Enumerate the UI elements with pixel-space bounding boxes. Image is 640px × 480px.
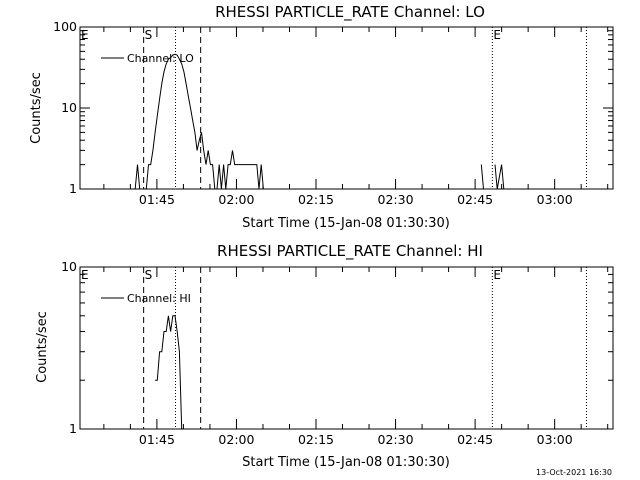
- y-tick-label: 10: [61, 100, 77, 115]
- x-axis-label: Start Time (15-Jan-08 01:30:30): [242, 455, 450, 470]
- x-tick-label: 02:15: [298, 432, 334, 447]
- plot-frame: [79, 266, 614, 430]
- chart-title: RHESSI PARTICLE_RATE Channel: LO: [215, 3, 485, 22]
- series-line: [155, 315, 183, 430]
- event-marker: S: [145, 28, 153, 42]
- chart-title: RHESSI PARTICLE_RATE Channel: HI: [217, 242, 483, 261]
- legend: Channel: LO: [101, 52, 194, 65]
- y-axis-label: Counts/sec: [29, 72, 44, 144]
- x-tick-label: 02:00: [218, 432, 254, 447]
- event-marker: E: [493, 28, 501, 42]
- x-tick-label: 02:45: [457, 192, 493, 207]
- y-tick-label: 10: [61, 259, 77, 274]
- x-tick-label: 03:00: [537, 432, 573, 447]
- plot-area: 1 10 01:45 02:00 02:15 02:30 02:45 03:00 E S E: [61, 259, 613, 447]
- x-tick-label: 01:45: [139, 432, 175, 447]
- y-tick-label: 100: [53, 19, 77, 34]
- panel-lo: RHESSI PARTICLE_RATE Channel: LO Counts/…: [29, 3, 614, 231]
- y-tick-label: 1: [69, 181, 77, 196]
- legend: Channel: HI: [101, 292, 191, 305]
- event-marker: E: [81, 268, 89, 282]
- series-line: [134, 53, 505, 190]
- panel-hi: RHESSI PARTICLE_RATE Channel: HI Counts/…: [35, 242, 614, 470]
- event-marker: E: [81, 28, 89, 42]
- y-axis-label: Counts/sec: [35, 311, 50, 383]
- x-tick-label: 02:45: [457, 432, 493, 447]
- x-tick-label: 02:30: [378, 432, 414, 447]
- plot-area: 1 10 100 01:45 02:00 02:15 02:30 02:45 03:00 E S E: [53, 19, 613, 207]
- x-tick-label: 01:45: [139, 192, 175, 207]
- x-tick-label: 02:00: [218, 192, 254, 207]
- x-tick-label: 02:15: [298, 192, 334, 207]
- y-tick-label: 1: [69, 421, 77, 436]
- timestamp: 13-Oct-2021 16:30: [536, 468, 612, 477]
- event-marker: S: [145, 268, 153, 282]
- x-tick-label: 03:00: [537, 192, 573, 207]
- x-axis-label: Start Time (15-Jan-08 01:30:30): [242, 216, 450, 231]
- event-marker: E: [493, 268, 501, 282]
- legend-label: Channel: HI: [127, 292, 191, 305]
- x-tick-label: 02:30: [378, 192, 414, 207]
- legend-label: Channel: LO: [127, 52, 194, 65]
